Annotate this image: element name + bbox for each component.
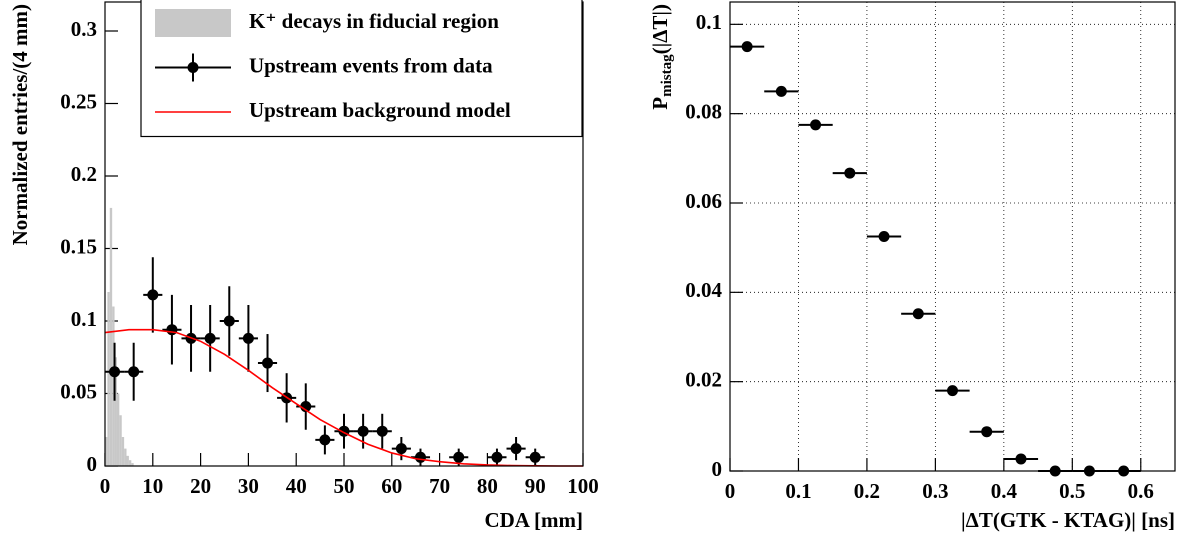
y-tick-label: 0.25 xyxy=(60,89,97,113)
legend-swatch xyxy=(187,62,199,73)
data-point xyxy=(453,451,465,463)
data-point xyxy=(204,332,216,344)
x-tick-label: 0.4 xyxy=(991,479,1018,503)
y-tick-label: 0.05 xyxy=(60,379,97,403)
x-tick-label: 50 xyxy=(334,474,355,498)
data-point xyxy=(491,451,503,463)
hist-bar xyxy=(112,306,115,466)
data-point xyxy=(775,85,787,97)
model-line xyxy=(104,328,583,467)
data-point xyxy=(414,451,426,463)
data-point xyxy=(741,41,753,53)
y-tick-label: 0 xyxy=(712,457,723,481)
y-axis-title: Normalized entries/(4 mm) xyxy=(8,4,32,245)
hist-bar xyxy=(126,455,129,466)
y-tick-label: 0.3 xyxy=(71,17,97,41)
x-tick-label: 60 xyxy=(381,474,402,498)
y-title-suffix: (|ΔT|) xyxy=(648,4,672,54)
plot-frame xyxy=(729,1,1176,472)
x-tick-label: 0.6 xyxy=(1128,479,1154,503)
x-tick-label: 0.1 xyxy=(785,479,811,503)
data-point xyxy=(510,443,522,455)
y-tick-label: 0.1 xyxy=(71,307,97,331)
data-point xyxy=(912,308,924,320)
x-axis-title: |ΔT(GTK - KTAG)| [ns] xyxy=(961,508,1175,532)
data-point xyxy=(981,426,993,438)
x-tick-label: 10 xyxy=(142,474,163,498)
x-tick-label: 30 xyxy=(238,474,259,498)
x-tick-label: 80 xyxy=(477,474,498,498)
hist-bar xyxy=(128,460,132,466)
hist-bar xyxy=(109,207,113,466)
data-point xyxy=(810,119,822,131)
legend-label: K⁺ decays in fiducial region xyxy=(249,9,499,33)
x-tick-label: 0.5 xyxy=(1059,479,1085,503)
y-tick-label: 0.2 xyxy=(71,162,97,186)
legend-label: Upstream events from data xyxy=(249,53,493,77)
x-tick-label: 90 xyxy=(525,474,546,498)
legend-swatch xyxy=(155,9,231,37)
hist-bar xyxy=(114,357,117,466)
data-point xyxy=(262,357,274,369)
data-point xyxy=(300,401,312,413)
hist-bar xyxy=(119,415,122,466)
y-axis-title: Pmistag(|ΔT|) xyxy=(648,4,676,110)
y-tick-label: 0 xyxy=(87,452,98,476)
x-tick-label: 20 xyxy=(190,474,211,498)
hist-bar xyxy=(116,393,120,466)
x-tick-label: 70 xyxy=(429,474,450,498)
x-tick-label: 100 xyxy=(567,474,599,498)
hist-bar xyxy=(105,437,108,466)
data-point xyxy=(395,443,407,455)
data-point xyxy=(947,385,958,397)
hist-bar xyxy=(124,448,127,466)
x-tick-label: 0.3 xyxy=(922,479,948,503)
hist-bar xyxy=(121,437,125,466)
data-point xyxy=(242,332,254,344)
y-tick-label: 0.04 xyxy=(685,278,722,302)
data-point xyxy=(878,231,890,242)
y-tick-label: 0.02 xyxy=(685,367,722,391)
data-point xyxy=(166,324,178,336)
x-axis-title: CDA [mm] xyxy=(484,508,583,532)
data-point xyxy=(529,451,541,463)
data-point xyxy=(128,366,140,378)
y-tick-label: 0.08 xyxy=(685,99,722,123)
x-tick-label: 0 xyxy=(725,479,736,503)
data-point xyxy=(109,366,121,378)
hist-bar xyxy=(107,292,110,466)
y-title-main: P xyxy=(648,97,672,110)
data-point xyxy=(844,167,856,179)
data-point xyxy=(147,289,159,301)
hist-bar xyxy=(131,463,134,466)
legend-label: Upstream background model xyxy=(249,98,511,122)
y-tick-label: 0.06 xyxy=(685,189,722,213)
data-point xyxy=(223,315,235,327)
y-tick-label: 0.15 xyxy=(60,234,97,258)
y-tick-label: 0.1 xyxy=(696,10,722,34)
x-tick-label: 40 xyxy=(286,474,307,498)
y-title-sub: mistag xyxy=(659,54,675,97)
data-point xyxy=(1015,453,1027,465)
data-point xyxy=(319,434,331,446)
data-point xyxy=(357,425,369,437)
x-tick-label: 0.2 xyxy=(854,479,880,503)
data-point xyxy=(376,425,388,437)
x-tick-label: 0 xyxy=(100,474,111,498)
